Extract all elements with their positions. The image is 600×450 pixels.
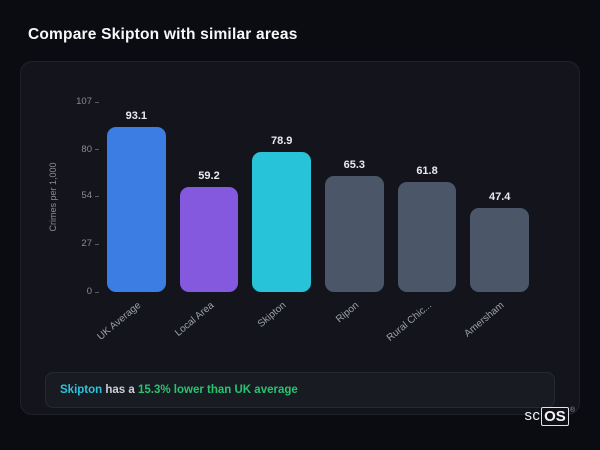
y-axis-ticks: 107 80 54 27 0 (61, 97, 101, 297)
bar-value-label: 47.4 (488, 190, 511, 203)
x-axis-label: Amersham (462, 300, 507, 340)
y-axis-tick: 27 (81, 239, 99, 249)
bar-uk-average (107, 126, 166, 292)
x-axis-label-cell: Ripon (325, 292, 384, 344)
x-axis-label: Ripon (334, 300, 362, 326)
scos-logo: sc OS ® (525, 407, 575, 426)
y-axis-tick: 107 (76, 97, 99, 107)
bar-value-label: 65.3 (343, 159, 366, 172)
logo-box: OS (541, 407, 569, 426)
chart-card: Crimes per 1,000 107 80 54 27 0 93.1 59.2 78.9… (20, 61, 580, 415)
bar-chart: Crimes per 1,000 107 80 54 27 0 93.1 59.2 78.9… (45, 97, 555, 344)
x-axis-label-cell: Skipton (252, 292, 311, 344)
bar-value-label: 78.9 (270, 134, 293, 147)
y-axis-tick: 54 (81, 191, 99, 201)
x-axis-label: Rural Chic... (384, 300, 435, 344)
x-axis-label: UK Average (95, 300, 144, 343)
x-axis-label-cell: UK Average (96, 292, 166, 344)
x-axis-label: Skipton (256, 300, 289, 330)
bar-skipton (252, 151, 312, 292)
logo-prefix: sc (524, 407, 541, 424)
x-axis-labels: UK Average Local Area Skipton Ripon Rural Ch… (96, 292, 555, 344)
bar-value-label: 61.8 (416, 165, 438, 178)
y-axis-label: Crimes per 1,000 (48, 162, 58, 232)
bar-column-ripon: 65.3 (325, 159, 384, 292)
bar-column-rural-chic: 61.8 (397, 165, 457, 292)
x-axis-label-cell: Local Area (173, 292, 239, 344)
bar-amersham (470, 207, 530, 292)
bar-column-local-area: 59.2 (179, 169, 239, 292)
summary-highlight-text: 15.3% lower than UK average (137, 384, 298, 396)
registered-mark-icon: ® (569, 407, 575, 414)
bars-plot-area: 93.1 59.2 78.9 65.3 61.8 47.4 (101, 102, 555, 292)
y-axis-tick: 80 (81, 144, 99, 155)
y-axis-label-cell: Crimes per 1,000 (45, 102, 61, 292)
bar-value-label: 59.2 (198, 169, 220, 182)
bar-local-area (179, 186, 239, 292)
y-axis-tick: 0 (87, 287, 99, 297)
bar-ripon (325, 176, 384, 292)
page-title: Compare Skipton with similar areas (28, 26, 298, 43)
summary-note: Skipton has a 15.3% lower than UK averag… (45, 372, 555, 408)
bar-rural-chic (397, 182, 457, 292)
bar-column-uk-average: 93.1 (107, 110, 166, 292)
x-axis-label: Local Area (172, 300, 217, 339)
bar-column-amersham: 47.4 (470, 190, 530, 292)
bar-value-label: 93.1 (125, 109, 148, 122)
summary-mid-text: has a (102, 384, 138, 396)
x-axis-label-cell: Amersham (463, 292, 529, 344)
bar-column-skipton: 78.9 (252, 134, 312, 292)
summary-area-name: Skipton (60, 384, 103, 396)
x-axis-label-cell: Rural Chic... (385, 292, 457, 344)
